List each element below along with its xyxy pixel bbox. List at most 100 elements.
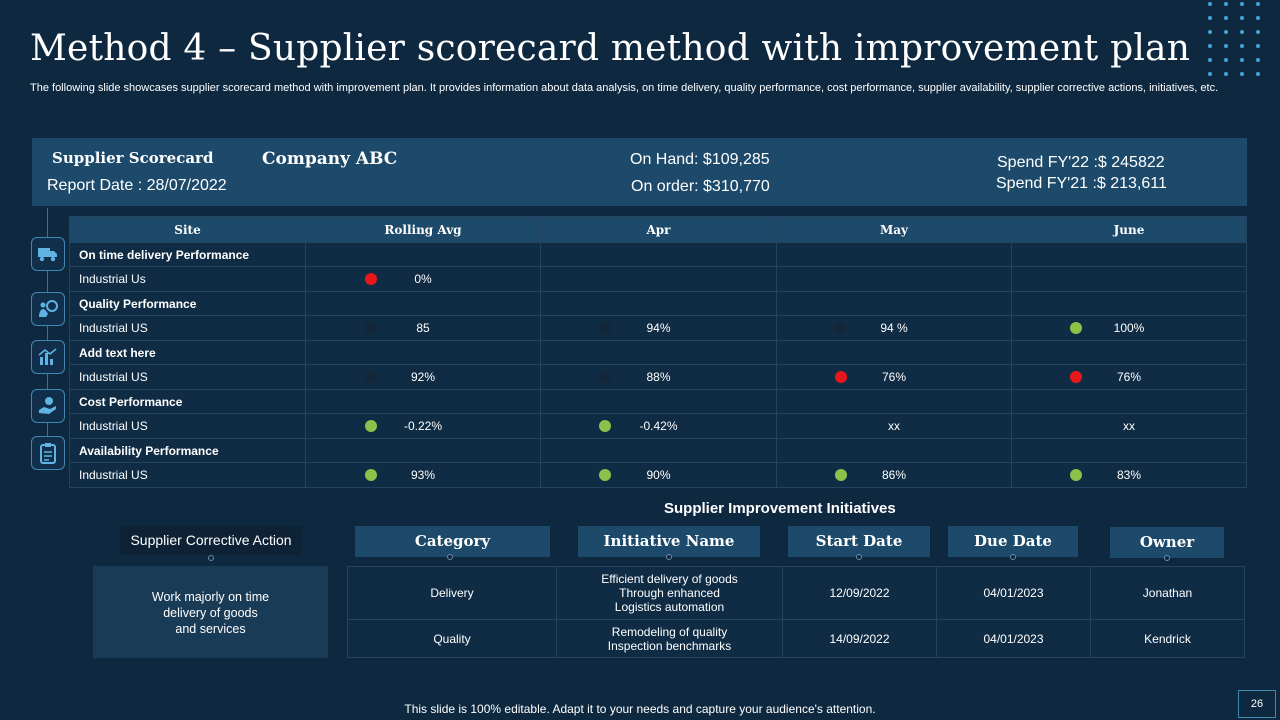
metric-value: 83% — [1116, 468, 1142, 482]
metric-cell: xx — [776, 413, 1012, 439]
decorative-dot — [1256, 16, 1260, 20]
status-dot-dark — [365, 371, 377, 383]
metric-cell: -0.42% — [540, 413, 777, 439]
connector-knob — [856, 554, 862, 560]
empty-cell — [540, 389, 777, 414]
initiatives-table: Delivery Efficient delivery of goods Throu… — [347, 566, 1245, 658]
category-label: Cost Performance — [69, 389, 306, 414]
metric-cell: xx — [1011, 413, 1247, 439]
initiative-category-cell: Delivery — [347, 566, 557, 620]
empty-cell — [305, 389, 541, 414]
site-label: Industrial US — [69, 315, 306, 341]
initiative-row: Quality Remodeling of quality Inspection b… — [347, 619, 1245, 658]
metric-cell: 92% — [305, 364, 541, 390]
decorative-dot — [1224, 58, 1228, 62]
decorative-dot — [1224, 2, 1228, 6]
empty-cell — [776, 438, 1012, 463]
corrective-line: and services — [175, 622, 246, 636]
initiative-owner-cell: Jonathan — [1090, 566, 1245, 620]
growth-chart-icon — [31, 340, 65, 374]
timeline-connector — [47, 208, 48, 470]
metric-cell — [540, 266, 777, 292]
metric-value: 94% — [646, 321, 671, 335]
quality-check-icon — [31, 292, 65, 326]
decorative-dot — [1256, 72, 1260, 76]
status-dot-dark — [365, 322, 377, 334]
on-hand-value: On Hand: $109,285 — [630, 151, 770, 168]
spend-fy22: Spend FY'22 :$ 245822 — [997, 154, 1165, 171]
decorative-dot — [1240, 72, 1244, 76]
status-dot-green — [365, 420, 377, 432]
metric-cell: 83% — [1011, 462, 1247, 488]
col-header-site: Site — [69, 216, 306, 243]
decorative-dot — [1224, 72, 1228, 76]
metric-value: 88% — [646, 370, 671, 384]
status-dot-green — [1070, 322, 1082, 334]
metric-cell — [1011, 266, 1247, 292]
category-row: Add text here — [69, 340, 1247, 365]
spend-fy21: Spend FY'21 :$ 213,611 — [996, 175, 1167, 192]
scorecard-title: Supplier Scorecard — [52, 149, 214, 167]
metric-value: 93% — [410, 468, 436, 482]
category-row: Quality Performance — [69, 291, 1247, 316]
header-due-date: Due Date — [948, 526, 1078, 557]
metric-value: 100% — [1113, 321, 1145, 335]
metric-cell — [776, 266, 1012, 292]
corrective-line: delivery of goods — [163, 606, 258, 620]
header-initiative-name: Initiative Name — [578, 526, 760, 557]
empty-cell — [776, 389, 1012, 414]
status-dot-red — [1070, 371, 1082, 383]
initiative-name-line: Through enhanced — [619, 586, 720, 600]
header-owner: Owner — [1110, 527, 1224, 558]
initiative-start-cell: 14/09/2022 — [782, 619, 937, 658]
empty-cell — [1011, 340, 1247, 365]
initiative-name-line: Remodeling of quality — [611, 624, 728, 639]
delivery-truck-icon — [31, 237, 65, 271]
metric-cell: 0% — [305, 266, 541, 292]
status-dot-green — [599, 420, 611, 432]
empty-cell — [1011, 242, 1247, 267]
decorative-dot — [1256, 44, 1260, 48]
decorative-dot — [1240, 30, 1244, 34]
metric-cell: 94 % — [776, 315, 1012, 341]
decorative-dot — [1208, 2, 1212, 6]
decorative-dot — [1240, 58, 1244, 62]
empty-cell — [1011, 389, 1247, 414]
empty-cell — [540, 242, 777, 267]
table-header-row: Site Rolling Avg Apr May June — [69, 216, 1247, 243]
clipboard-icon — [31, 436, 65, 470]
metric-cell: 88% — [540, 364, 777, 390]
metric-cell: 93% — [305, 462, 541, 488]
metric-cell: 100% — [1011, 315, 1247, 341]
company-name: Company ABC — [262, 149, 398, 169]
money-hand-icon — [31, 389, 65, 423]
metric-value: 76% — [1116, 370, 1142, 384]
corrective-action-text: Work majorly on time delivery of goods a… — [93, 566, 328, 658]
initiative-owner-cell: Kendrick — [1090, 619, 1245, 658]
slide-title: Method 4 – Supplier scorecard method wit… — [30, 28, 1191, 69]
metric-value: 86% — [881, 468, 907, 482]
empty-cell — [540, 340, 777, 365]
category-label: Availability Performance — [69, 438, 306, 463]
col-header-rolling-avg: Rolling Avg — [305, 216, 541, 243]
metric-cell: 76% — [776, 364, 1012, 390]
site-label: Industrial US — [69, 462, 306, 488]
site-label: Industrial Us — [69, 266, 306, 292]
connector-knob — [666, 554, 672, 560]
connector-knob — [1164, 555, 1170, 561]
metric-value: -0.42% — [639, 419, 678, 433]
status-dot-red — [835, 371, 847, 383]
empty-cell — [776, 242, 1012, 267]
initiative-due-cell: 04/01/2023 — [936, 566, 1091, 620]
decorative-dot — [1208, 58, 1212, 62]
corrective-line: Work majorly on time — [151, 590, 270, 604]
connector-knob — [208, 555, 214, 561]
decorative-dot — [1208, 44, 1212, 48]
decorative-dot-grid — [1208, 2, 1260, 76]
empty-cell — [540, 291, 777, 316]
status-dot-green — [365, 469, 377, 481]
decorative-dot — [1256, 58, 1260, 62]
col-header-apr: Apr — [540, 216, 777, 243]
metric-value: 90% — [646, 468, 671, 482]
empty-cell — [540, 438, 777, 463]
